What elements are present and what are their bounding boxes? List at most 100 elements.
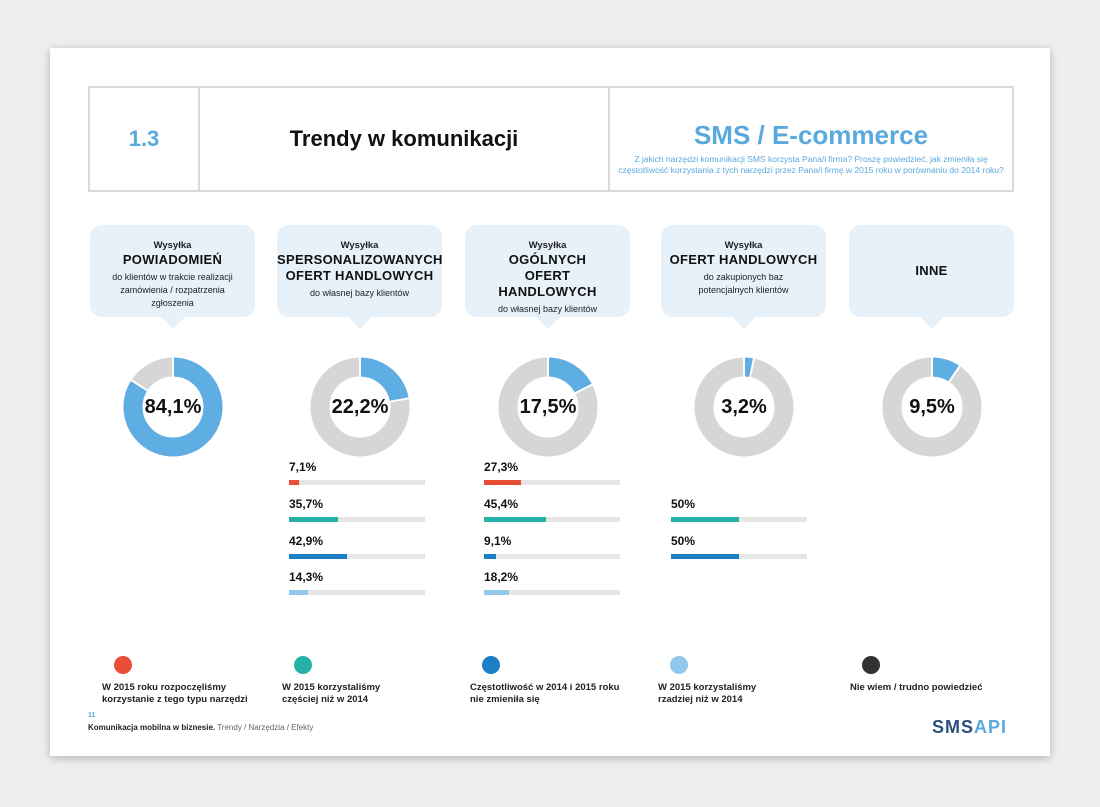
bar-fill [289, 517, 338, 522]
bar-label: 18,2% [484, 570, 519, 584]
bar-row: 27,3% [484, 460, 620, 490]
header-box: 1.3 Trendy w komunikacji SMS / E-commerc… [88, 86, 1014, 192]
donut-svg [694, 356, 794, 457]
donut-label: 9,5% [909, 395, 955, 418]
bar-label: 7,1% [289, 460, 317, 474]
bar-fill [484, 480, 522, 485]
bubble-sub: do własnej bazy klientów [497, 304, 598, 314]
bar-label: 27,3% [484, 460, 519, 474]
donut-separator [748, 356, 756, 379]
bubble-title: OGÓLNYCH OFERT HANDLOWYCH [498, 252, 597, 299]
header-right: SMS / E-commerce Z jakich narzędzi komun… [610, 88, 1012, 190]
legend-dot [294, 656, 312, 674]
category-bubble-general: Wysyłka OGÓLNYCH OFERT HANDLOWYCH do wła… [465, 225, 630, 329]
category-bubble-other: INNE [849, 225, 1014, 329]
bar-track [484, 517, 620, 522]
bar-row: 9,1% [484, 534, 620, 564]
category-bubble-purchased: Wysyłka OFERT HANDLOWYCH do zakupionych … [661, 225, 826, 329]
donut-notifications: 84,1% [118, 352, 228, 462]
donut-separator [129, 378, 150, 393]
bubble-pre: Wysyłka [153, 240, 192, 251]
bar-label: 45,4% [484, 497, 519, 511]
bubble-title: OFERT HANDLOWYCH [669, 252, 818, 267]
bar-track [289, 480, 425, 485]
bubble-pre: Wysyłka [724, 240, 763, 251]
legend-item-unchanged: Częstotliwość w 2014 i 2015 roku nie zmi… [470, 656, 640, 706]
legend-text: W 2015 roku rozpoczęliśmy korzystanie z … [102, 682, 248, 705]
donut-svg [882, 356, 982, 457]
bar-fill [289, 590, 309, 595]
category-bubble-personalized: Wysyłka SPERSONALIZOWANYCH OFERT HANDLOW… [277, 225, 443, 329]
bar-fill [671, 554, 739, 559]
bubble-title: POWIADOMIEŃ [122, 252, 223, 267]
donut-general: 17,5% [493, 352, 603, 462]
section-number: 1.3 [90, 88, 200, 190]
donut-other: 9,5% [877, 352, 987, 462]
legend-dot [670, 656, 688, 674]
bar-track [289, 554, 425, 559]
logo-api: API [974, 717, 1008, 737]
bubble-title: INNE [915, 263, 948, 278]
legend-item-started: W 2015 roku rozpoczęliśmy korzystanie z … [102, 656, 272, 706]
donut-svg [123, 356, 223, 457]
smsapi-logo: SMSAPI [932, 717, 1007, 738]
donut-label: 3,2% [721, 395, 767, 418]
legend-dot [862, 656, 880, 674]
legend-item-less-often: W 2015 korzystaliśmy rzadziej niż w 2014 [658, 656, 828, 706]
bar-label: 50% [671, 497, 696, 511]
footer-bold: Komunikacja mobilna w biznesie. [88, 723, 216, 732]
bubble-pre: Wysyłka [340, 240, 379, 251]
logo-sms: SMS [932, 717, 975, 737]
bar-fill [289, 480, 299, 485]
bubble-pre: Wysyłka [528, 240, 567, 251]
bar-label: 50% [671, 534, 696, 548]
bar-track [289, 590, 425, 595]
bar-row: 42,9% [289, 534, 425, 564]
bar-row: 14,3% [289, 570, 425, 600]
category-bubble-notifications: Wysyłka POWIADOMIEŃ do klientów w trakci… [90, 225, 255, 329]
legend-text: Częstotliwość w 2014 i 2015 roku nie zmi… [470, 682, 620, 705]
bubble-sub: do klientów w trakcie realizacji zamówie… [112, 272, 233, 308]
bar-label: 35,7% [289, 497, 324, 511]
legend-item-dont-know: Nie wiem / trudno powiedzieć [850, 656, 1020, 694]
bar-row: 45,4% [484, 497, 620, 527]
bubble-sub: do własnej bazy klientów [309, 288, 410, 298]
donut-separator [573, 382, 594, 395]
report-page: 1.3 Trendy w komunikacji SMS / E-commerc… [50, 48, 1050, 756]
bar-row: 35,7% [289, 497, 425, 527]
legend-text: W 2015 korzystaliśmy rzadziej niż w 2014 [658, 682, 757, 705]
donut-svg [498, 356, 598, 457]
bar-row: 7,1% [289, 460, 425, 490]
donut-svg [310, 356, 411, 457]
page-title: Trendy w komunikacji [200, 88, 610, 190]
bar-fill [484, 554, 497, 559]
donut-separator [388, 397, 411, 403]
donut-label: 17,5% [519, 395, 577, 418]
survey-question: Z jakich narzędzi komunikacji SMS korzys… [618, 154, 1004, 175]
legend-text: W 2015 korzystaliśmy częściej niż w 2014 [282, 682, 381, 705]
bar-row: 50% [671, 497, 807, 527]
legend-dot [114, 656, 132, 674]
bar-track [484, 480, 620, 485]
donut-label: 22,2% [331, 395, 389, 418]
page-subtitle: SMS / E-commerce [693, 120, 929, 150]
footer-text: Komunikacja mobilna w biznesie. Trendy /… [88, 723, 313, 732]
donut-separator [947, 364, 962, 384]
bar-track [289, 517, 425, 522]
donut-label: 84,1% [144, 395, 202, 418]
legend-text: Nie wiem / trudno powiedzieć [850, 682, 983, 693]
donut-purchased: 3,2% [689, 352, 799, 462]
footer-rest: Trendy / Narzędzia / Efekty [217, 723, 314, 732]
bar-label: 42,9% [289, 534, 324, 548]
bar-track [671, 554, 807, 559]
bar-track [671, 517, 807, 522]
bubble-title: SPERSONALIZOWANYCH OFERT HANDLOWYCH [277, 252, 443, 283]
bar-track [484, 554, 620, 559]
bar-label: 14,3% [289, 570, 324, 584]
bar-row: 50% [671, 534, 807, 564]
page-number: 11 [88, 712, 96, 719]
legend-item-more-often: W 2015 korzystaliśmy częściej niż w 2014 [282, 656, 452, 706]
bar-fill [484, 590, 509, 595]
bar-label: 9,1% [484, 534, 512, 548]
bar-track [484, 590, 620, 595]
